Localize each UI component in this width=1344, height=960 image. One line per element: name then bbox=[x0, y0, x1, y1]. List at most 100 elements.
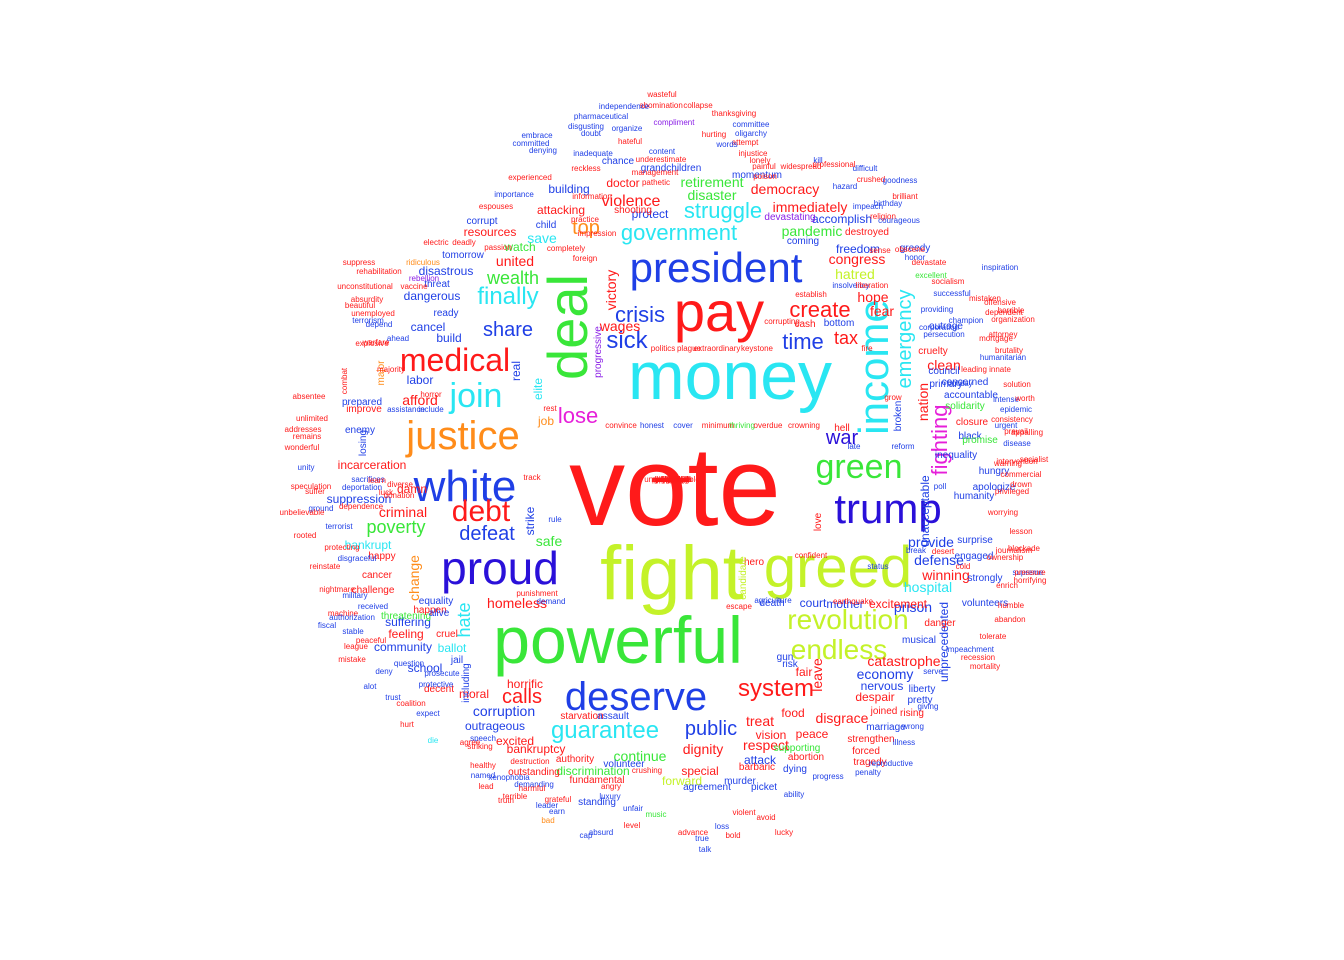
word: wasteful bbox=[647, 90, 677, 99]
word: protect bbox=[631, 207, 669, 221]
word: prepared bbox=[341, 397, 383, 408]
word: difficult bbox=[852, 164, 878, 173]
word: hell bbox=[834, 423, 850, 434]
word: minimum bbox=[701, 421, 735, 430]
word: greedy bbox=[899, 243, 931, 254]
word: oppose bbox=[658, 475, 686, 484]
word: appalling bbox=[1010, 428, 1044, 437]
word: unfair bbox=[622, 804, 644, 813]
word: suffer bbox=[305, 487, 325, 496]
word: time bbox=[782, 329, 824, 354]
word: accountable bbox=[944, 390, 998, 401]
word: corruption bbox=[472, 703, 536, 719]
word: terrorism bbox=[352, 316, 384, 325]
word: surprise bbox=[957, 535, 993, 546]
word: peaceful bbox=[355, 636, 387, 645]
word: authority bbox=[555, 754, 595, 765]
word: taught bbox=[660, 475, 684, 484]
word: hazard bbox=[832, 182, 858, 191]
word: winning bbox=[922, 567, 970, 583]
word: change bbox=[406, 555, 422, 601]
word: closure bbox=[955, 417, 989, 428]
word: disaster bbox=[687, 187, 737, 203]
word: demand bbox=[536, 597, 566, 606]
word: corrupting bbox=[764, 317, 800, 326]
word: pretty bbox=[907, 695, 933, 706]
word: consistency bbox=[991, 415, 1033, 424]
word: hungry bbox=[978, 466, 1010, 477]
word: struggle bbox=[683, 198, 763, 223]
word: passion bbox=[484, 243, 512, 252]
word: rule bbox=[548, 515, 562, 524]
word: cap bbox=[579, 831, 593, 840]
word: government bbox=[620, 220, 738, 245]
word: destroyed bbox=[845, 227, 889, 238]
word: beautiful bbox=[344, 301, 376, 310]
word: humanitarian bbox=[979, 353, 1027, 362]
word: fiscal bbox=[317, 621, 337, 630]
word: attacking bbox=[536, 203, 586, 217]
word: wealth bbox=[486, 268, 540, 288]
word: kill bbox=[813, 156, 823, 165]
word: die bbox=[427, 736, 439, 745]
word: offensive bbox=[984, 298, 1016, 307]
word: stable bbox=[342, 627, 364, 636]
word: crisis bbox=[614, 302, 666, 327]
word: destruction bbox=[510, 757, 550, 766]
word: criminal bbox=[378, 504, 428, 520]
word: vote bbox=[569, 424, 781, 549]
word: completely bbox=[546, 244, 586, 253]
word: honest bbox=[639, 421, 665, 430]
word: impression bbox=[577, 229, 617, 238]
word: watch bbox=[504, 240, 536, 254]
word: hero bbox=[743, 557, 765, 568]
word: information bbox=[572, 192, 612, 201]
word: violently bbox=[657, 475, 687, 484]
word: earn bbox=[548, 807, 566, 816]
word: humanity bbox=[953, 491, 995, 502]
word: unity bbox=[297, 463, 315, 472]
word: addresses bbox=[284, 425, 322, 434]
word: bad bbox=[541, 816, 555, 825]
word: lesson bbox=[1009, 527, 1033, 536]
word: crushing bbox=[631, 766, 663, 775]
word: tragedy bbox=[853, 757, 887, 768]
word: inspiration bbox=[981, 263, 1019, 272]
word: engaged bbox=[954, 551, 994, 562]
word: deserve bbox=[564, 675, 708, 719]
word: including bbox=[461, 663, 472, 703]
word: victory bbox=[603, 269, 619, 311]
word: xenophobia bbox=[488, 773, 530, 782]
word: crowning bbox=[787, 421, 821, 430]
word: dependence bbox=[338, 502, 384, 511]
word: cruelty bbox=[918, 346, 948, 357]
word: hope bbox=[857, 289, 889, 305]
word: defense bbox=[914, 552, 964, 568]
word: abomination bbox=[639, 101, 683, 110]
word: widespread bbox=[780, 162, 822, 171]
word: disgusting bbox=[567, 122, 605, 131]
word: cold bbox=[955, 562, 971, 571]
word: fear bbox=[869, 303, 895, 319]
word: warning bbox=[993, 459, 1023, 468]
word: supported bbox=[654, 475, 690, 484]
word: labor bbox=[406, 373, 434, 387]
word: talk bbox=[698, 845, 712, 854]
word: doubt bbox=[580, 129, 602, 138]
word: late bbox=[847, 442, 861, 451]
word: lose bbox=[557, 403, 599, 428]
word: unbelievable bbox=[279, 508, 325, 517]
word: punished bbox=[655, 475, 689, 484]
word: grandchildren bbox=[640, 163, 702, 174]
word: electric bbox=[423, 238, 449, 247]
word: proud bbox=[441, 542, 559, 594]
word: discrimination bbox=[556, 764, 630, 778]
word: homeless bbox=[487, 595, 547, 611]
word: collapse bbox=[683, 101, 713, 110]
word: pandemic bbox=[781, 223, 843, 239]
word: provide bbox=[908, 534, 954, 550]
word: hospital bbox=[903, 579, 953, 595]
word: peace bbox=[795, 727, 829, 741]
word: recession bbox=[960, 653, 996, 662]
word: named bbox=[470, 771, 496, 780]
